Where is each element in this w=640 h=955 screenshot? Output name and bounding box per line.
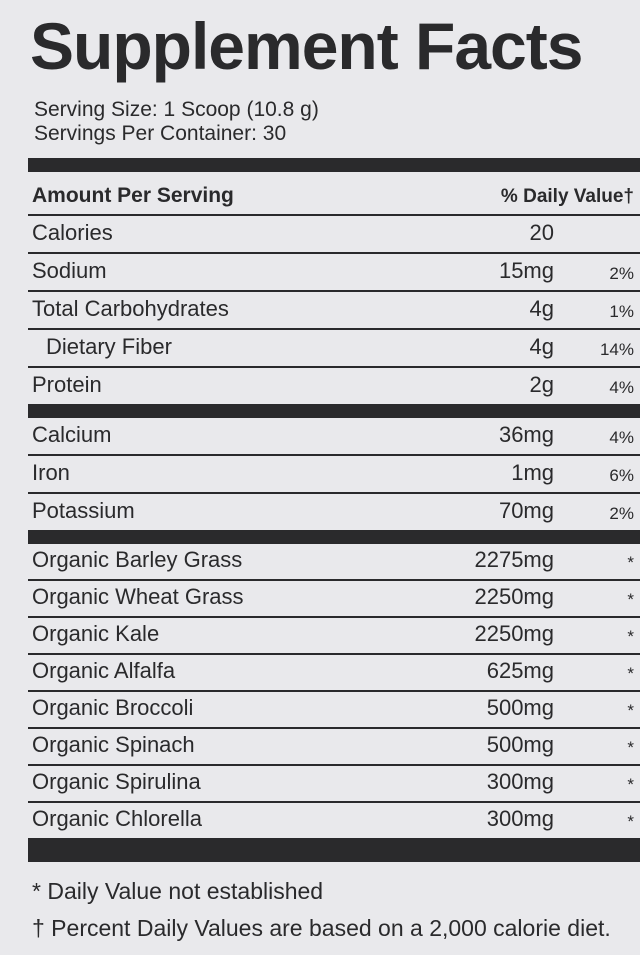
nutrient-amount: 70mg (498, 498, 554, 523)
header-row: Amount Per Serving % Daily Value† (28, 172, 640, 216)
nutrient-amount: 2275mg (474, 547, 554, 572)
nutrient-name: Dietary Fiber (46, 334, 172, 359)
daily-value: 6% (609, 466, 634, 485)
nutrient-row: Total Carbohydrates 4g 1% (28, 292, 640, 330)
nutrient-name: Sodium (32, 258, 107, 283)
nutrient-amount: 625mg (486, 658, 554, 683)
servings-per-container: Servings Per Container: 30 (34, 122, 287, 145)
nutrient-row: Calories 20 (28, 216, 640, 254)
nutrient-name: Iron (32, 460, 70, 485)
daily-value: 4% (609, 428, 634, 447)
nutrient-amount: 15mg (498, 258, 554, 283)
nutrient-name: Organic Kale (32, 621, 160, 646)
daily-value: * (627, 701, 634, 720)
nutrient-name: Organic Spirulina (32, 769, 201, 794)
nutrient-row: Organic Barley Grass 2275mg * (28, 544, 640, 581)
nutrient-name: Organic Wheat Grass (32, 584, 244, 609)
nutrient-name: Calories (32, 220, 113, 245)
nutrient-row: Organic Alfalfa 625mg * (28, 655, 640, 692)
nutrient-amount: 4g (529, 334, 554, 359)
nutrient-row: Calcium 36mg 4% (28, 418, 640, 456)
header-amount: Amount Per Serving (32, 184, 234, 207)
daily-value: * (627, 664, 634, 683)
nutrient-amount: 500mg (486, 732, 554, 757)
divider-bar (28, 406, 640, 418)
daily-value: * (627, 590, 634, 609)
nutrient-name: Calcium (32, 422, 112, 447)
divider-bar (28, 840, 640, 862)
daily-value: 2% (609, 264, 634, 283)
nutrient-amount: 4g (529, 296, 554, 321)
daily-value: * (627, 775, 634, 794)
nutrient-row: Iron 1mg 6% (28, 456, 640, 494)
divider-bar (28, 532, 640, 544)
nutrient-row: Protein 2g 4% (28, 368, 640, 406)
nutrient-row: Sodium 15mg 2% (28, 254, 640, 292)
daily-value: 14% (599, 340, 634, 359)
nutrient-row: Dietary Fiber 4g 14% (28, 330, 640, 368)
nutrient-name: Organic Barley Grass (32, 547, 243, 572)
header-daily-value: % Daily Value† (500, 186, 634, 207)
daily-value: 4% (609, 378, 634, 397)
nutrient-amount: 36mg (498, 422, 554, 447)
daily-value: 1% (609, 302, 634, 321)
nutrient-amount: 300mg (486, 769, 554, 794)
nutrient-row: Organic Chlorella 300mg * (28, 803, 640, 840)
nutrient-name: Organic Chlorella (32, 806, 202, 831)
daily-value: * (627, 553, 634, 572)
nutrient-row: Organic Kale 2250mg * (28, 618, 640, 655)
daily-value: 2% (609, 504, 634, 523)
footnote: † Percent Daily Values are based on a 2,… (32, 915, 611, 941)
nutrient-row: Potassium 70mg 2% (28, 494, 640, 532)
nutrient-amount: 2250mg (474, 584, 554, 609)
serving-size: Serving Size: 1 Scoop (10.8 g) (34, 98, 319, 121)
daily-value: * (627, 627, 634, 646)
footnote: * Daily Value not established (32, 878, 324, 904)
divider-bar (28, 158, 640, 172)
nutrient-name: Potassium (32, 498, 135, 523)
nutrient-row: Organic Spinach 500mg * (28, 729, 640, 766)
nutrient-name: Organic Spinach (32, 732, 195, 757)
nutrient-amount: 1mg (511, 460, 554, 485)
nutrient-name: Organic Broccoli (32, 695, 194, 720)
nutrient-amount: 500mg (486, 695, 554, 720)
title: Supplement Facts (30, 9, 583, 83)
nutrient-amount: 2250mg (474, 621, 554, 646)
nutrient-row: Organic Spirulina 300mg * (28, 766, 640, 803)
nutrient-row: Organic Wheat Grass 2250mg * (28, 581, 640, 618)
nutrient-name: Organic Alfalfa (32, 658, 176, 683)
daily-value: * (627, 812, 634, 831)
nutrient-amount: 300mg (486, 806, 554, 831)
nutrient-amount: 2g (529, 372, 554, 397)
nutrient-row: Organic Broccoli 500mg * (28, 692, 640, 729)
nutrient-amount: 20 (529, 220, 554, 245)
daily-value: * (627, 738, 634, 757)
nutrient-name: Total Carbohydrates (32, 296, 229, 321)
nutrient-name: Protein (32, 372, 102, 397)
